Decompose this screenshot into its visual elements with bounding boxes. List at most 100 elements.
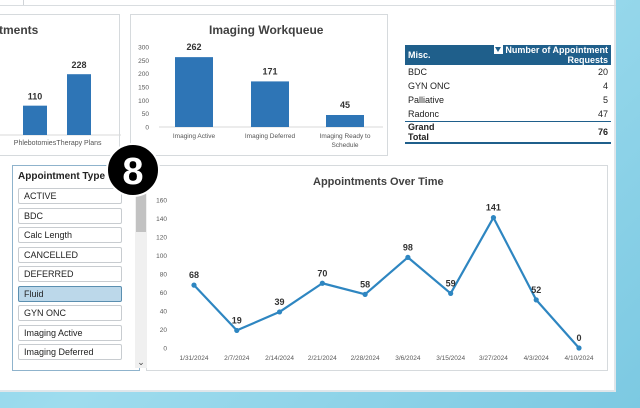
sheet-tab[interactable] (0, 0, 24, 5)
appointments-bar-label: Phlebotomies (14, 140, 57, 147)
line-data-point[interactable] (276, 309, 283, 315)
slicer-item[interactable]: Fluid (18, 285, 122, 302)
line-y-tick-label: 20 (160, 327, 168, 334)
misc-header-label: Misc. (408, 50, 431, 60)
table-row[interactable]: GYN ONC 4 (405, 79, 611, 93)
imaging-workqueue-title: Imaging Workqueue (209, 23, 324, 37)
appointments-chart-title: tments (0, 23, 39, 37)
table-row[interactable]: BDC 20 (405, 65, 611, 79)
misc-row-value[interactable]: 5 (602, 95, 608, 105)
imaging-workqueue-panel: Imaging Workqueue 300 250 200 150 100 50 0 262 I… (130, 14, 388, 156)
imaging-bar-value: 45 (340, 100, 350, 110)
line-data-label: 0 (576, 333, 581, 343)
line-y-tick-label: 40 (160, 309, 168, 316)
grand-total-row[interactable]: Grand Total 76 (405, 120, 611, 144)
misc-row-value[interactable]: 4 (602, 81, 608, 91)
line-data-label: 68 (189, 270, 199, 280)
line-x-tick-label: 3/6/2024 (395, 355, 421, 362)
line-x-tick-label: 4/3/2024 (524, 355, 550, 362)
slicer-item[interactable]: Imaging Deferred (18, 344, 122, 360)
misc-row-value[interactable]: 47 (597, 108, 608, 119)
appointments-chart-panel: tments 110 Phlebotomies 228 Therapy Plans (0, 14, 121, 156)
slicer-item[interactable]: BDC (18, 207, 122, 224)
line-data-point[interactable] (448, 290, 454, 297)
line-series[interactable] (193, 216, 580, 349)
slicer-item[interactable]: Imaging Active (18, 324, 122, 341)
line-data-point[interactable] (533, 297, 539, 303)
imaging-bar[interactable] (326, 115, 364, 127)
line-data-point[interactable] (362, 291, 368, 297)
table-row[interactable]: Palliative 5 (405, 93, 611, 107)
imaging-y-tick-label: 250 (138, 58, 149, 65)
line-data-label: 58 (360, 279, 370, 289)
misc-row-label[interactable]: Palliative (408, 95, 445, 105)
appointments-over-time-panel: Appointments Over Time 0 20 40 60 80 100 120 14… (146, 165, 608, 371)
line-y-tick-label: 160 (156, 198, 167, 205)
slicer-item[interactable]: GYN ONC (18, 305, 122, 321)
table-row[interactable]: Radonc 47 (405, 107, 611, 121)
imaging-bar-label: Schedule (331, 142, 358, 149)
imaging-y-tick-label: 100 (138, 98, 149, 105)
line-data-point[interactable] (319, 280, 325, 286)
imaging-bar[interactable] (251, 81, 289, 127)
appointments-bar-label: Therapy Plans (56, 140, 102, 147)
slicer-item[interactable]: CANCELLED (18, 246, 122, 263)
imaging-y-tick-label: 150 (138, 85, 149, 92)
line-data-label: 39 (275, 297, 285, 307)
line-y-tick-label: 140 (156, 216, 167, 223)
slicer-title: Appointment Type (18, 171, 106, 182)
line-y-tick-label: 100 (156, 253, 167, 260)
misc-row-label[interactable]: Radonc (408, 108, 440, 119)
line-data-label: 52 (531, 285, 541, 295)
appointments-bar[interactable] (23, 105, 47, 135)
appointments-over-time-title: Appointments Over Time (313, 176, 444, 188)
line-x-tick-label: 2/28/2024 (351, 355, 380, 362)
line-data-point[interactable] (234, 327, 240, 334)
slicer-item-list: ACTIVE BDC Calc Length CANCELLED DEFERRED Flu… (18, 188, 134, 364)
line-y-tick-label: 60 (160, 290, 168, 297)
imaging-bar-value: 262 (186, 42, 201, 52)
grand-total-value: 76 (459, 120, 611, 144)
line-data-point[interactable] (405, 254, 411, 260)
misc-header[interactable]: Misc. (405, 45, 460, 65)
imaging-y-tick-label: 0 (145, 125, 149, 132)
imaging-bar-label: Imaging Ready to (320, 133, 371, 140)
imaging-bar-value: 171 (262, 66, 277, 76)
imaging-bar[interactable] (175, 57, 213, 128)
line-data-label: 59 (446, 278, 456, 288)
line-data-label: 141 (486, 203, 501, 213)
grand-total-label: Grand Total (405, 120, 460, 144)
slicer-scrollbar[interactable]: ⌄ (135, 188, 147, 368)
line-data-label: 19 (232, 315, 242, 325)
appointments-bar[interactable] (67, 74, 91, 135)
line-data-point[interactable] (490, 214, 497, 221)
appointment-requests-header-label: Number of Appointment Requests (505, 45, 608, 65)
chevron-down-icon[interactable]: ⌄ (137, 357, 145, 367)
line-x-tick-label: 2/14/2024 (265, 355, 294, 362)
filter-dropdown-icon[interactable] (494, 45, 504, 54)
line-y-tick-label: 120 (156, 235, 167, 242)
imaging-y-tick-label: 50 (142, 111, 150, 118)
line-data-label: 98 (403, 242, 413, 252)
slicer-scroll-thumb[interactable] (136, 188, 146, 232)
line-x-tick-label: 2/21/2024 (308, 355, 337, 362)
imaging-y-tick-label: 200 (138, 71, 149, 78)
line-x-tick-label: 3/15/2024 (436, 355, 465, 362)
step-number-badge: 8 (106, 143, 160, 197)
appointment-requests-header[interactable]: Number of Appointment Requests (459, 45, 611, 65)
slicer-item[interactable]: Calc Length (18, 227, 122, 243)
imaging-bar-label: Imaging Active (173, 133, 216, 140)
line-x-tick-label: 3/27/2024 (479, 355, 508, 362)
misc-row-label[interactable]: GYN ONC (408, 81, 451, 91)
misc-pivot-table: Misc. Number of Appointment Requests BDC… (405, 45, 611, 144)
slicer-item[interactable]: ACTIVE (18, 188, 122, 204)
appointments-bar-value: 228 (71, 60, 86, 70)
slicer-item[interactable]: DEFERRED (18, 266, 122, 282)
appointments-bar-chart: 110 Phlebotomies 228 Therapy Plans (0, 60, 121, 147)
imaging-y-tick-label: 300 (138, 45, 149, 52)
misc-row-value[interactable]: 20 (597, 67, 608, 77)
dashboard-sheet: tments 110 Phlebotomies 228 Therapy Plans I… (0, 0, 616, 392)
line-data-point[interactable] (191, 282, 197, 288)
line-data-point[interactable] (576, 345, 582, 351)
misc-row-label[interactable]: BDC (408, 67, 428, 77)
